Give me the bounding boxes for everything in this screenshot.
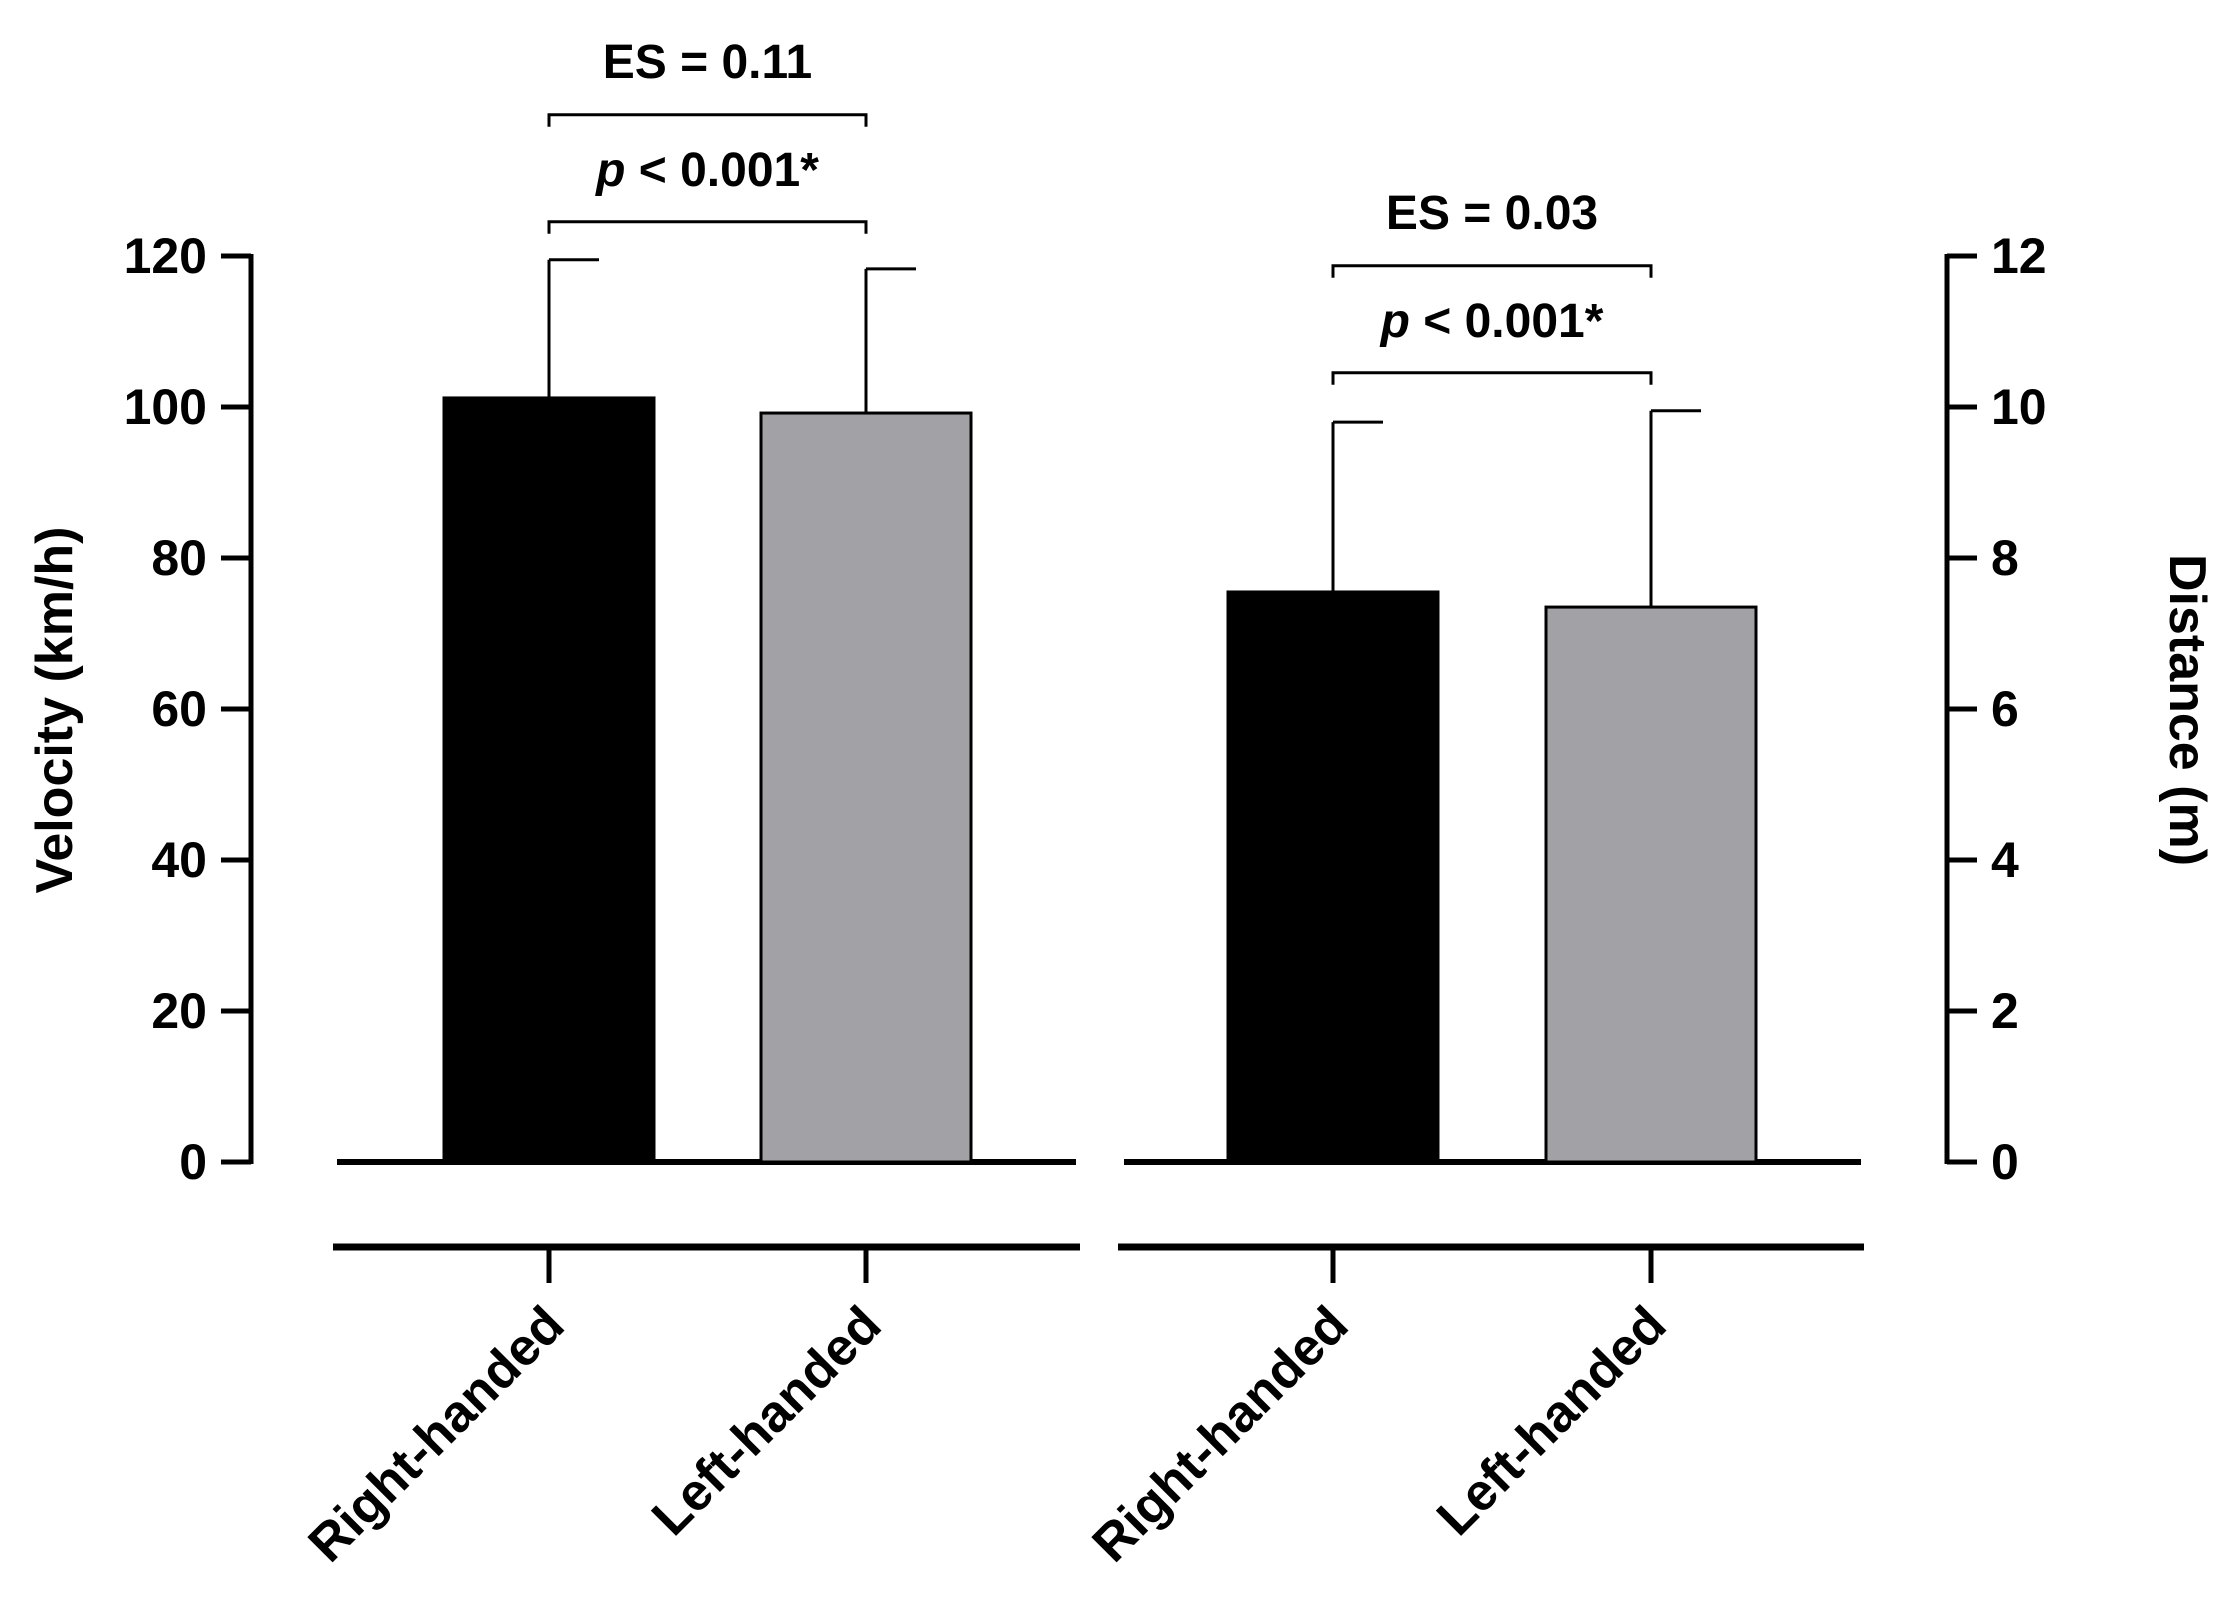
category-label: Right-handed xyxy=(298,1295,576,1573)
right-tick-label: 8 xyxy=(1991,530,2019,586)
bar-right-handed xyxy=(1226,590,1440,1164)
right-tick-label: 12 xyxy=(1991,228,2047,284)
category-axis: Right-handed Left-handed Right-handed Left-… xyxy=(298,1243,1864,1573)
left-axis: 0 20 40 60 80 100 120 Velocity (km/h) xyxy=(26,228,254,1190)
right-tick-label: 4 xyxy=(1991,832,2019,888)
bar-right-handed xyxy=(442,396,656,1164)
right-tick-label: 10 xyxy=(1991,379,2047,435)
p-value-label: p < 0.001* xyxy=(1379,295,1604,348)
effect-size-bracket xyxy=(547,113,868,127)
effect-size-label: ES = 0.03 xyxy=(1386,187,1598,240)
p-symbol: p xyxy=(594,144,625,197)
left-axis-title: Velocity (km/h) xyxy=(26,527,84,894)
left-tick-label: 20 xyxy=(151,983,207,1039)
p-symbol: p xyxy=(1379,295,1410,348)
left-tick-label: 0 xyxy=(179,1134,207,1190)
bars xyxy=(337,258,1861,1165)
right-tick-label: 2 xyxy=(1991,983,2019,1039)
left-tick-label: 40 xyxy=(151,832,207,888)
right-tick-label: 6 xyxy=(1991,681,2019,737)
effect-size-label: ES = 0.11 xyxy=(603,36,813,89)
category-label: Right-handed xyxy=(1082,1295,1360,1573)
category-label: Left-handed xyxy=(1426,1295,1677,1546)
p-value-bracket xyxy=(1331,371,1653,385)
category-label: Left-handed xyxy=(641,1295,892,1546)
right-axis-title: Distance (m) xyxy=(2158,554,2216,866)
left-tick-label: 60 xyxy=(151,681,207,737)
right-axis: 0 2 4 6 8 10 12 Distance (m) xyxy=(1944,228,2216,1190)
p-value-text: < 0.001* xyxy=(1410,295,1604,348)
bar-left-handed xyxy=(759,411,973,1164)
significance-annotations: p < 0.001* ES = 0.11 p < 0.001* ES = 0.03 xyxy=(547,36,1653,385)
p-value-label: p < 0.001* xyxy=(594,144,819,197)
bar-left-handed xyxy=(1544,605,1758,1164)
p-value-text: < 0.001* xyxy=(625,144,819,197)
right-tick-label: 0 xyxy=(1991,1134,2019,1190)
left-tick-label: 100 xyxy=(124,379,207,435)
effect-size-bracket xyxy=(1331,264,1653,278)
p-value-bracket xyxy=(547,220,868,234)
left-tick-label: 80 xyxy=(151,530,207,586)
left-tick-label: 120 xyxy=(124,228,207,284)
